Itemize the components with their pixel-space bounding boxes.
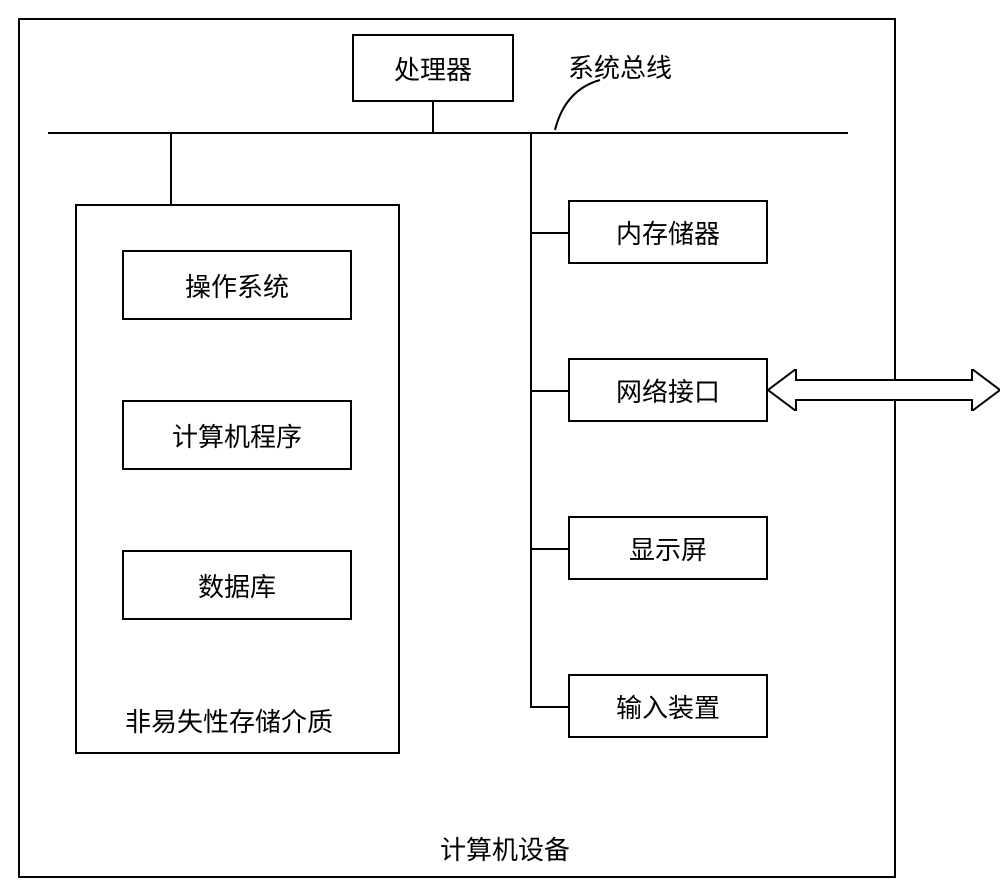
storage-connector	[170, 132, 172, 204]
program-node: 计算机程序	[122, 400, 352, 470]
display-connector	[530, 548, 568, 550]
right-vertical-connector	[530, 132, 532, 706]
bus-label: 系统总线	[568, 48, 672, 85]
processor-node: 处理器	[352, 34, 514, 102]
display-node: 显示屏	[568, 516, 768, 580]
network-label: 网络接口	[616, 372, 720, 409]
network-node: 网络接口	[568, 358, 768, 422]
os-node: 操作系统	[122, 250, 352, 320]
database-node: 数据库	[122, 550, 352, 620]
outer-container-label: 计算机设备	[440, 830, 570, 867]
os-label: 操作系统	[185, 267, 289, 304]
storage-container-label: 非易失性存储介质	[125, 702, 333, 739]
processor-connector	[432, 102, 434, 132]
input-connector	[530, 706, 568, 708]
system-bus-line	[48, 132, 848, 134]
memory-label: 内存储器	[616, 214, 720, 251]
processor-label: 处理器	[394, 50, 472, 87]
program-label: 计算机程序	[172, 417, 302, 454]
network-connector	[530, 390, 568, 392]
input-node: 输入装置	[568, 674, 768, 738]
network-arrow-icon	[768, 369, 1000, 411]
display-label: 显示屏	[629, 530, 707, 567]
memory-connector	[530, 232, 568, 234]
input-label: 输入装置	[616, 688, 720, 725]
database-label: 数据库	[198, 567, 276, 604]
memory-node: 内存储器	[568, 200, 768, 264]
